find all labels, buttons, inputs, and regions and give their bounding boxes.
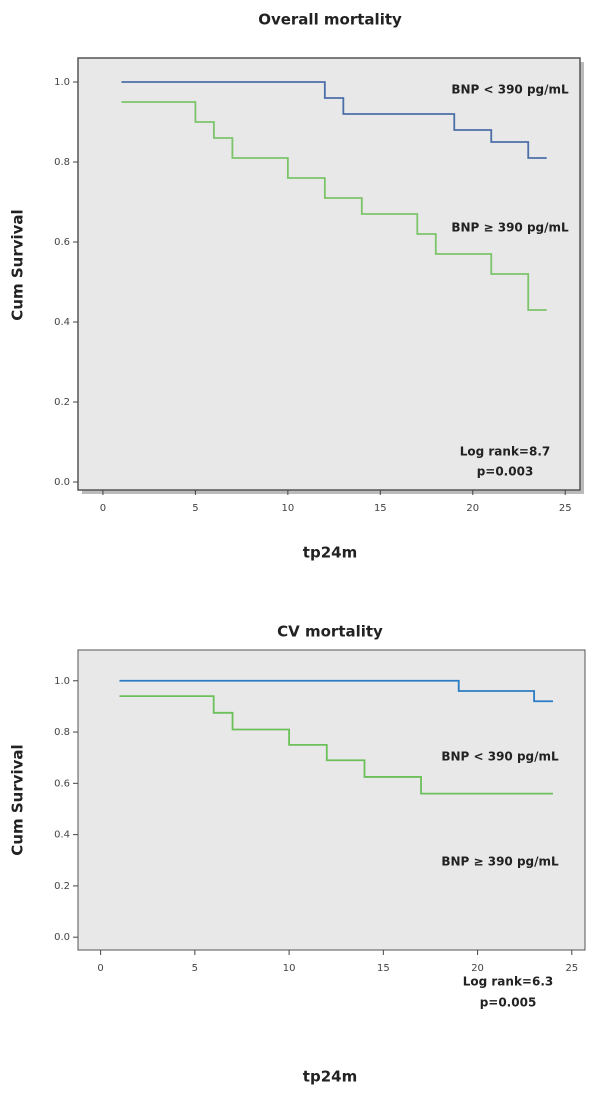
survival-line [121,101,547,311]
y-tick-label: 1.0 [54,77,70,88]
x-tick-label: 0 [97,963,103,974]
y-tick-label: 0.2 [54,881,70,892]
y-tick-label: 0.6 [54,237,70,248]
survival-line [119,679,553,703]
series-label: BNP ≥ 390 pg/mL [451,221,569,235]
x-tick-label: 25 [559,503,572,514]
annotation: Log rank=8.7 [460,445,551,459]
y-tick-label: 0.4 [54,830,70,841]
y-tick-label: 0.0 [54,477,70,488]
annotation: Log rank=6.3 [463,975,554,989]
series-label: BNP < 390 pg/mL [451,83,569,97]
x-tick-label: 0 [100,503,106,514]
chart-title: CV mortality [277,623,383,641]
plot-area [77,649,586,951]
x-tick-label: 10 [281,503,294,514]
x-tick-label: 10 [283,963,296,974]
y-tick-label: 0.6 [54,778,70,789]
y-tick-label: 0.0 [54,932,70,943]
x-tick-label: 5 [192,963,198,974]
series-label: BNP ≥ 390 pg/mL [441,855,559,869]
survival-line [121,81,547,159]
x-axis-label: tp24m [303,544,357,562]
y-tick-label: 0.8 [54,157,70,168]
x-tick-label: 15 [374,503,387,514]
x-axis-label: tp24m [303,1068,357,1086]
x-tick-label: 25 [565,963,578,974]
x-tick-label: 15 [377,963,390,974]
y-axis-label: Cum Survival [9,209,27,320]
series-label: BNP < 390 pg/mL [441,750,559,764]
y-axis-label: Cum Survival [9,744,27,855]
chart-title: Overall mortality [258,11,402,29]
survival-line [119,695,553,795]
annotation: p=0.005 [480,996,537,1010]
y-tick-label: 0.2 [54,397,70,408]
y-tick-label: 0.8 [54,727,70,738]
y-tick-label: 0.4 [54,317,70,328]
x-tick-label: 20 [471,963,484,974]
x-tick-label: 5 [192,503,198,514]
x-tick-label: 20 [466,503,479,514]
annotation: p=0.003 [477,465,534,479]
y-tick-label: 1.0 [54,676,70,687]
